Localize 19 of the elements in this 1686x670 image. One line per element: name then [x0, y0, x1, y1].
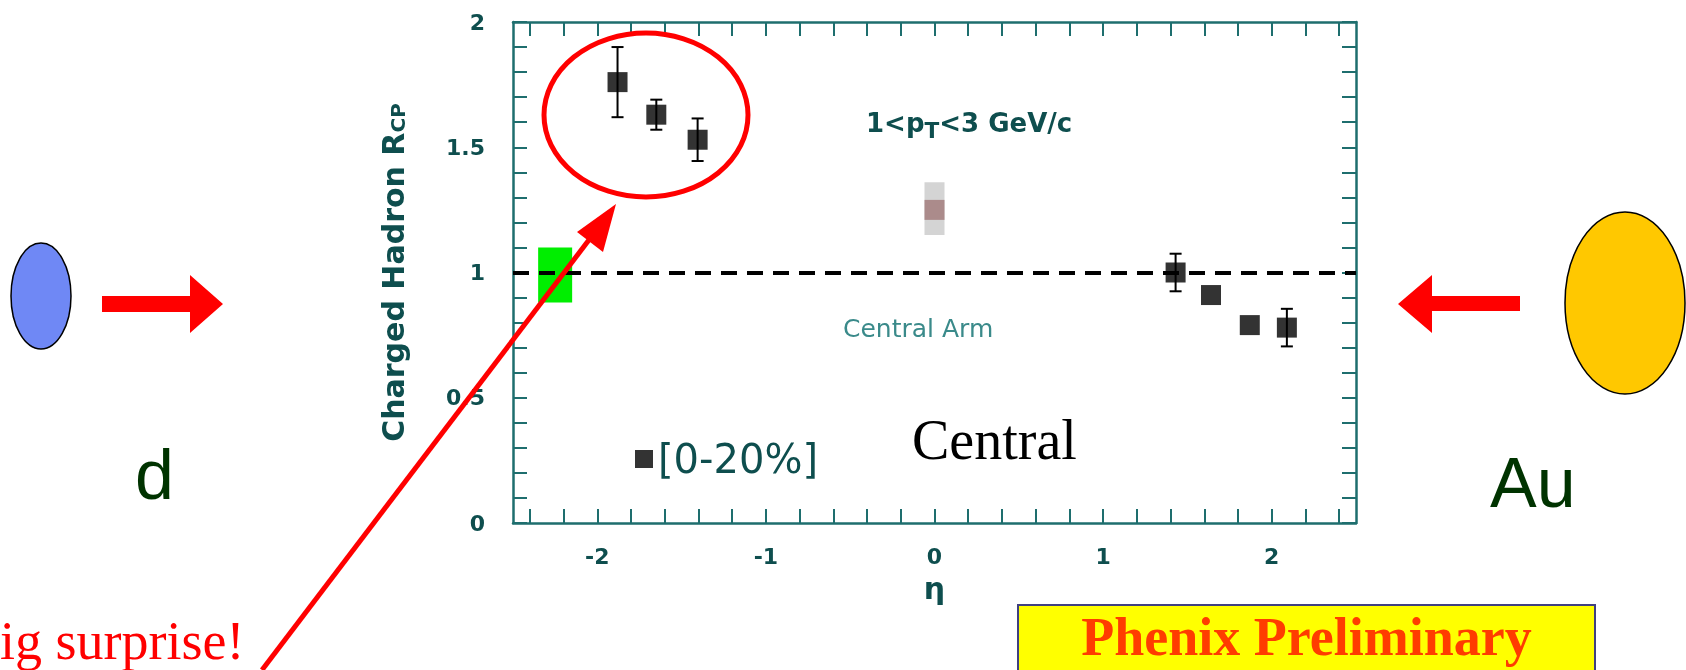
text: d — [135, 436, 174, 514]
x-axis-title: η — [923, 570, 946, 606]
text: Au — [1490, 444, 1576, 522]
legend-label: [0-20%] — [658, 436, 818, 482]
x-tick-label: -2 — [585, 543, 610, 569]
y-tick-label: 2 — [469, 9, 485, 35]
y-tick-label: 1 — [469, 260, 485, 285]
y-tick-label: 0 — [469, 510, 485, 536]
x-tick-label: 1 — [1095, 543, 1111, 569]
y-tick-label: 1.5 — [446, 134, 485, 160]
x-tick-label: 2 — [1264, 543, 1280, 569]
x-tick-label: 0 — [926, 543, 943, 569]
y-axis-title: Charged Hadron RCP — [375, 103, 411, 442]
annotation: Central — [912, 409, 1077, 471]
annotation: Central Arm — [843, 314, 994, 343]
annotation: 1<p$_{T}$<3 GeV/c — [866, 108, 1073, 144]
x-tick-label: -1 — [753, 543, 779, 569]
text: ig surprise! — [0, 611, 245, 670]
text: Phenix Preliminary — [1017, 604, 1596, 670]
